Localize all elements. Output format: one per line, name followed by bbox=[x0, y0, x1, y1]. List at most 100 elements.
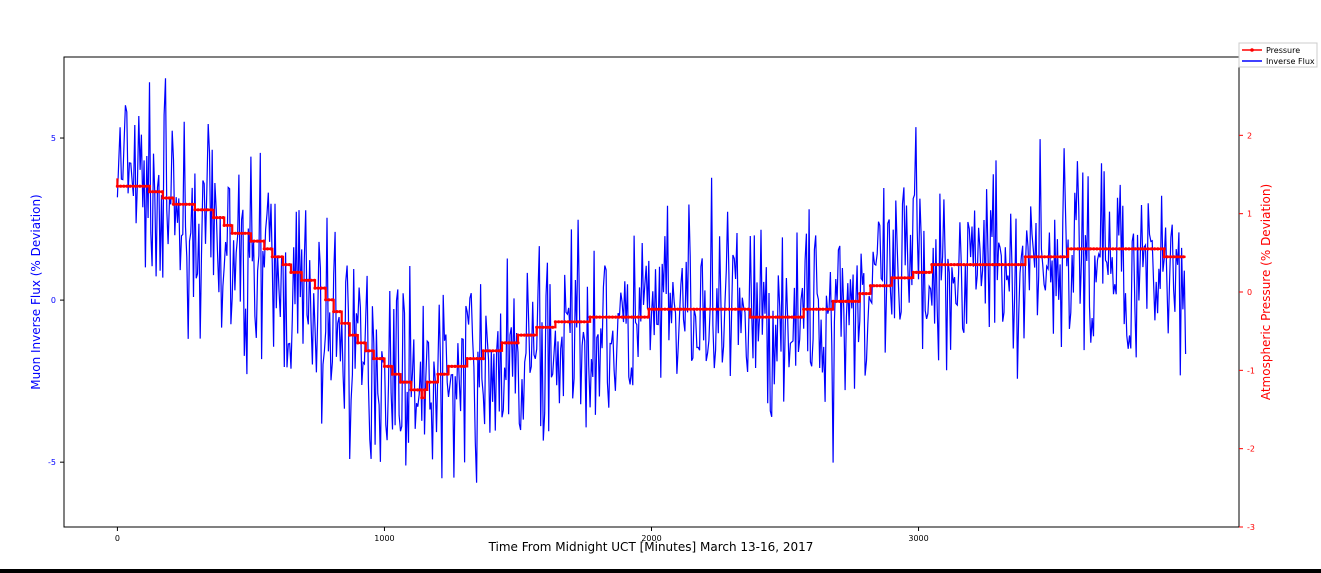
pressure-point bbox=[161, 196, 165, 200]
pressure-point bbox=[135, 184, 139, 188]
pressure-point bbox=[115, 184, 119, 188]
pressure-point bbox=[167, 196, 171, 200]
pressure-point bbox=[450, 364, 454, 368]
pressure-point bbox=[432, 380, 436, 384]
pressure-point bbox=[222, 223, 226, 227]
pressure-point bbox=[453, 364, 457, 368]
pressure-point bbox=[764, 315, 768, 319]
right-axis-ticks: -3 -2 -1 0 1 2 bbox=[1239, 131, 1255, 532]
pressure-point bbox=[881, 284, 885, 288]
pressure-point bbox=[893, 276, 897, 280]
pressure-point bbox=[409, 388, 413, 392]
right-tick-label: 0 bbox=[1247, 288, 1252, 297]
pressure-point bbox=[724, 307, 728, 311]
pressure-point bbox=[704, 307, 709, 311]
pressure-point bbox=[420, 396, 424, 400]
pressure-point bbox=[402, 380, 406, 384]
pressure-point bbox=[265, 247, 270, 251]
pressure-point bbox=[503, 341, 507, 345]
pressure-point bbox=[1117, 247, 1121, 251]
pressure-point bbox=[1062, 255, 1066, 259]
pressure-point bbox=[269, 247, 273, 251]
pressure-point bbox=[154, 190, 158, 194]
pressure-point bbox=[488, 349, 492, 353]
pressure-point bbox=[1027, 255, 1031, 259]
pressure-point bbox=[1036, 255, 1040, 259]
pressure-point bbox=[184, 202, 188, 206]
pressure-point bbox=[398, 380, 403, 384]
pressure-point bbox=[1108, 247, 1112, 251]
pressure-point bbox=[884, 284, 889, 288]
pressure-point bbox=[193, 208, 197, 212]
pressure-point bbox=[837, 299, 842, 303]
pressure-point bbox=[831, 299, 835, 303]
pressure-point bbox=[853, 299, 858, 303]
pressure-point bbox=[270, 255, 274, 259]
pressure-point bbox=[1033, 255, 1037, 259]
pressure-point bbox=[888, 284, 892, 288]
pressure-point bbox=[386, 364, 390, 368]
pressure-point bbox=[1146, 247, 1150, 251]
pressure-point bbox=[1124, 247, 1128, 251]
x-tick-label: 2000 bbox=[641, 534, 661, 543]
pressure-point bbox=[1149, 247, 1153, 251]
pressure-point bbox=[327, 298, 331, 302]
pressure-point bbox=[1101, 247, 1105, 251]
pressure-point bbox=[1181, 255, 1186, 259]
pressure-point bbox=[340, 321, 344, 325]
pressure-point bbox=[620, 315, 624, 319]
pressure-point bbox=[623, 315, 627, 319]
pressure-point bbox=[743, 307, 747, 311]
pressure-point bbox=[131, 184, 135, 188]
pressure-point bbox=[394, 372, 398, 376]
pressure-point bbox=[653, 307, 657, 311]
pressure-point bbox=[1072, 247, 1077, 251]
pressure-point bbox=[921, 270, 925, 274]
pressure-point bbox=[516, 341, 520, 345]
series-pressure bbox=[115, 178, 1186, 400]
x-tick-label: 3000 bbox=[908, 534, 928, 543]
pressure-point bbox=[218, 216, 222, 220]
pressure-point bbox=[646, 315, 650, 319]
pressure-point bbox=[1020, 263, 1024, 267]
pressure-point bbox=[475, 357, 479, 361]
pressure-point bbox=[516, 333, 520, 337]
pressure-point bbox=[1069, 247, 1073, 251]
pressure-point bbox=[991, 263, 995, 267]
pressure-point bbox=[538, 325, 542, 329]
pressure-point bbox=[532, 333, 536, 337]
pressure-point bbox=[472, 357, 476, 361]
pressure-point bbox=[914, 270, 919, 274]
pressure-point bbox=[439, 372, 443, 376]
pressure-point bbox=[679, 307, 683, 311]
pressure-point bbox=[767, 315, 772, 319]
pressure-point bbox=[676, 307, 680, 311]
pressure-point bbox=[144, 184, 148, 188]
pressure-point bbox=[656, 307, 661, 311]
pressure-point bbox=[295, 270, 299, 274]
pressure-point bbox=[164, 196, 168, 200]
pressure-point bbox=[445, 372, 450, 376]
pressure-point bbox=[909, 276, 913, 280]
pressure-point bbox=[1066, 247, 1070, 251]
pressure-point bbox=[1049, 255, 1053, 259]
pressure-point bbox=[591, 315, 595, 319]
pressure-point bbox=[230, 231, 234, 235]
pressure-point bbox=[191, 202, 195, 206]
pressure-point bbox=[1178, 255, 1182, 259]
pressure-point bbox=[468, 357, 472, 361]
pressure-point bbox=[610, 315, 615, 319]
pressure-point bbox=[478, 357, 482, 361]
pressure-point bbox=[1055, 255, 1059, 259]
pressure-point bbox=[1130, 247, 1134, 251]
pressure-point bbox=[292, 270, 296, 274]
pressure-point bbox=[258, 239, 263, 243]
pressure-point bbox=[1137, 247, 1141, 251]
pressure-point bbox=[802, 307, 806, 311]
pressure-point bbox=[867, 292, 872, 296]
pressure-point bbox=[456, 364, 460, 368]
pressure-point bbox=[1030, 255, 1034, 259]
pressure-point bbox=[541, 325, 545, 329]
pressure-point bbox=[249, 239, 253, 243]
pressure-point bbox=[1156, 247, 1160, 251]
